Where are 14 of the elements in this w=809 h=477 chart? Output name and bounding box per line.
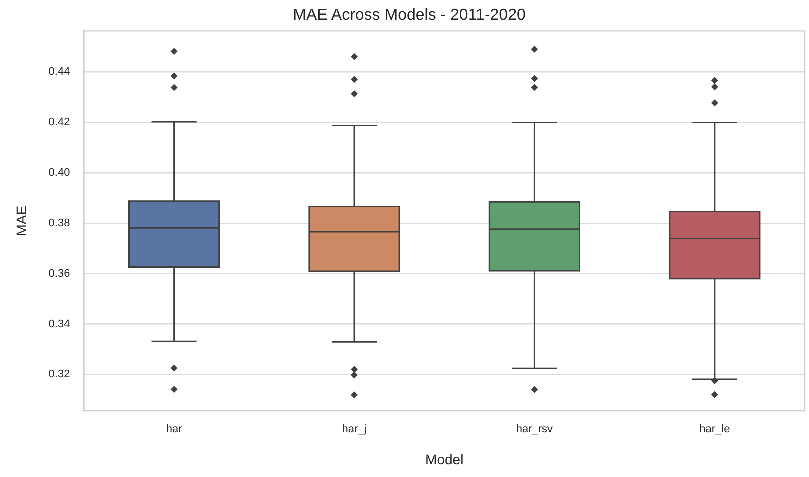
y-tick-label: 0.34 bbox=[48, 318, 70, 330]
x-tick-label: har_rsv bbox=[516, 424, 554, 436]
y-tick-label: 0.40 bbox=[48, 166, 70, 179]
x-tick-label: har_j bbox=[342, 424, 367, 436]
y-tick-label: 0.44 bbox=[48, 66, 70, 78]
y-axis-title: MAE bbox=[13, 206, 30, 236]
x-tick-label: har_le bbox=[700, 424, 730, 436]
y-tick-label: 0.42 bbox=[48, 116, 70, 129]
x-tick-label: har bbox=[166, 424, 183, 436]
chart-title: MAE Across Models - 2011-2020 bbox=[293, 7, 526, 24]
y-tick-label: 0.36 bbox=[48, 268, 70, 280]
y-tick-label: 0.32 bbox=[48, 368, 70, 381]
x-axis-title: Model bbox=[426, 451, 464, 468]
y-tick-label: 0.38 bbox=[48, 217, 70, 230]
